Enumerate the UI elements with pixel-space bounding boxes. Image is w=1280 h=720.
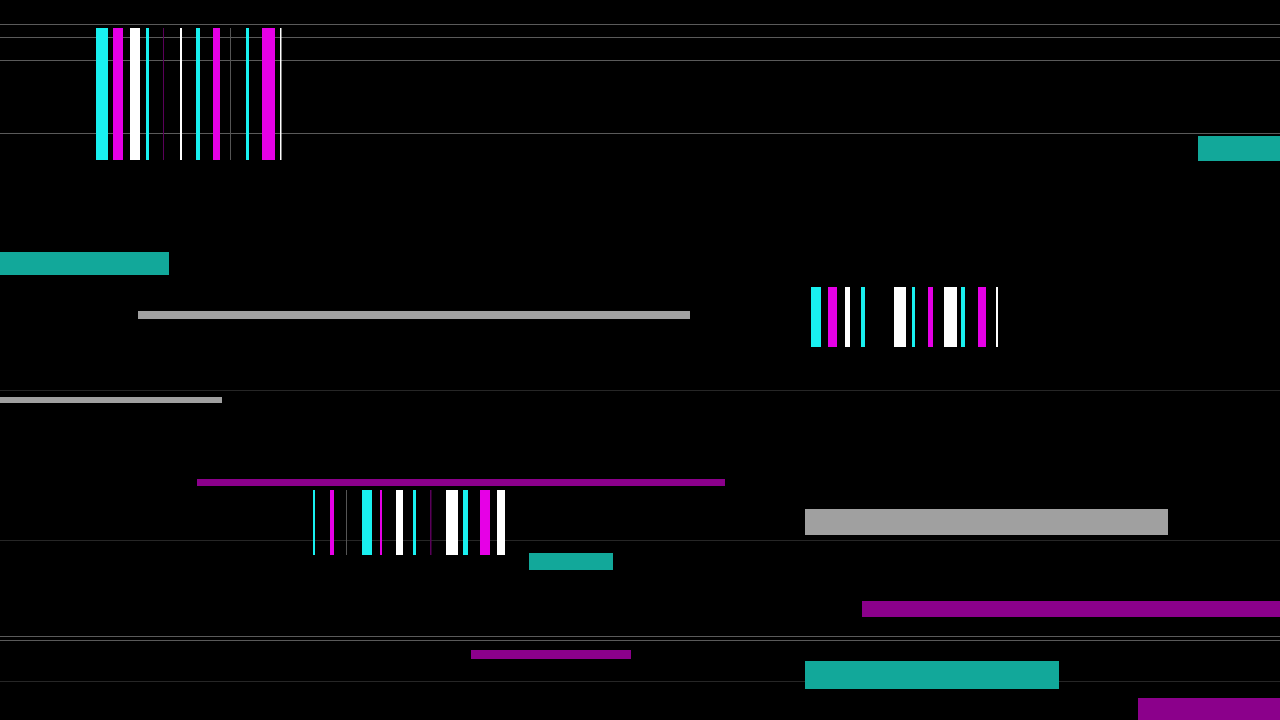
stripe <box>180 28 182 160</box>
stripe <box>894 287 906 347</box>
glitch-bar <box>0 397 222 403</box>
glitch-bar <box>0 252 169 275</box>
stripe <box>928 287 933 347</box>
stripe <box>463 490 468 555</box>
stripe <box>811 287 821 347</box>
barcode <box>96 28 282 160</box>
stripe <box>196 28 200 160</box>
stripe <box>413 490 416 555</box>
glitch-bar <box>197 479 725 486</box>
stripe <box>130 28 140 160</box>
glitch-bar <box>471 650 631 659</box>
stripe <box>146 28 149 160</box>
stripe <box>845 287 850 347</box>
stripe <box>430 490 432 555</box>
glitch-bars <box>0 136 1280 720</box>
stripe <box>396 490 403 555</box>
stripe <box>346 490 347 555</box>
glitch-bar <box>862 601 1280 617</box>
stripe <box>978 287 986 347</box>
stripe <box>912 287 915 347</box>
stripe <box>113 28 123 160</box>
glitch-bar <box>1198 136 1280 161</box>
stripe <box>230 28 231 160</box>
stripe <box>330 490 334 555</box>
glitch-bar <box>1138 698 1280 720</box>
stripe <box>163 28 164 160</box>
stripe <box>96 28 108 160</box>
stripe <box>497 490 505 555</box>
stripe <box>213 28 220 160</box>
glitch-bar <box>805 509 1168 535</box>
stripe <box>961 287 965 347</box>
stripe <box>362 490 372 555</box>
barcode <box>811 287 998 347</box>
stripe <box>280 28 282 160</box>
stripe <box>861 287 865 347</box>
stripe <box>944 287 957 347</box>
stripe <box>828 287 837 347</box>
stripe <box>246 28 249 160</box>
glitch-bar <box>138 311 690 319</box>
stripe <box>313 490 315 555</box>
stripe <box>380 490 382 555</box>
stripe <box>262 28 275 160</box>
stripe <box>996 287 998 347</box>
glitch-bar <box>529 553 613 570</box>
barcode <box>313 490 505 555</box>
stripe <box>446 490 458 555</box>
stripe <box>480 490 490 555</box>
glitch-bar <box>805 661 1059 689</box>
